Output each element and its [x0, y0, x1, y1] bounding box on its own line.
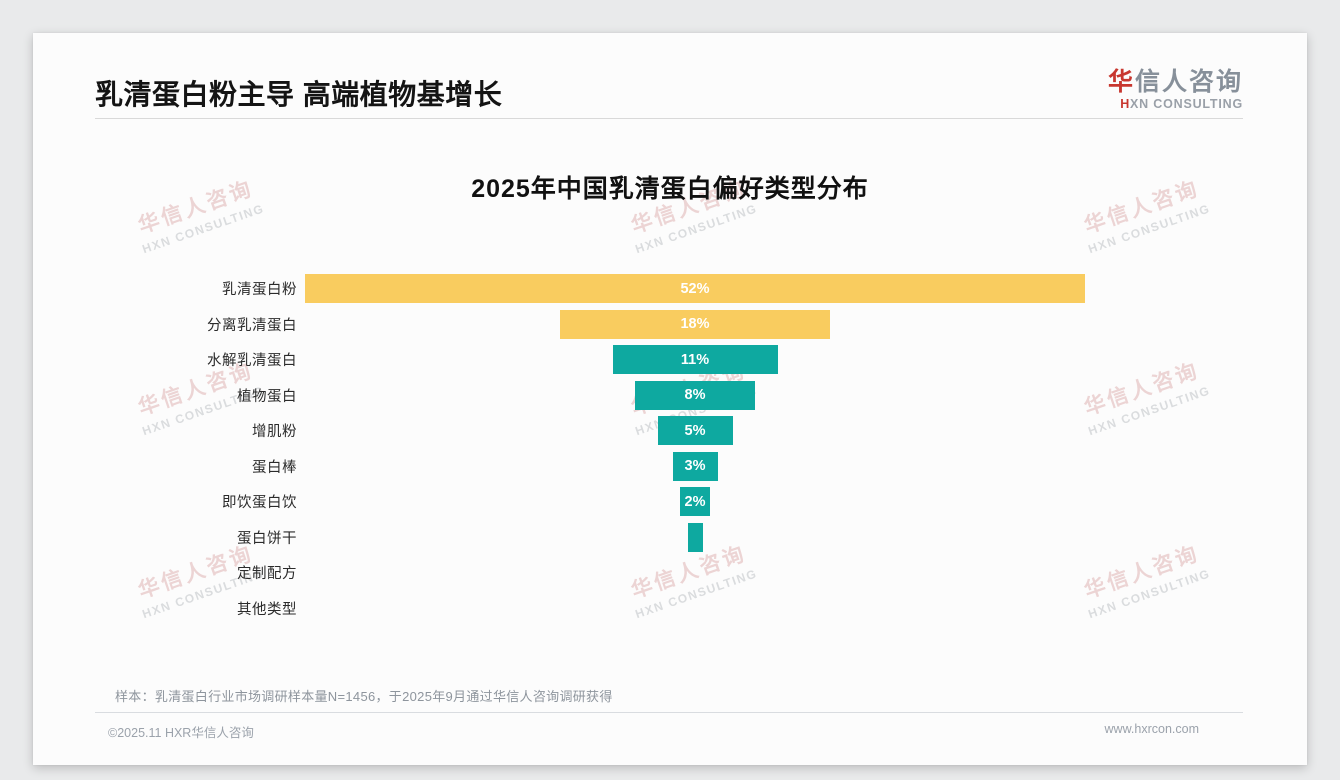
- header-divider: [95, 118, 1243, 119]
- logo-en-text: HXN CONSULTING: [1108, 96, 1243, 112]
- bar-value-label: 8%: [684, 387, 706, 404]
- chart-row: 定制配方: [33, 555, 1307, 591]
- chart-row: 分离乳清蛋白 18%: [33, 307, 1307, 343]
- bar-track: 8%: [305, 380, 1085, 410]
- chart-row: 植物蛋白 8%: [33, 378, 1307, 414]
- category-label: 增肌粉: [252, 424, 297, 441]
- category-label: 乳清蛋白粉: [222, 282, 297, 299]
- bar-track: 52%: [305, 274, 1085, 304]
- bar-value-label: 5%: [684, 422, 706, 439]
- bar: 52%: [305, 274, 1085, 304]
- bar: 11%: [612, 345, 778, 375]
- footer-divider: [95, 712, 1243, 713]
- logo-cn-text: 华信人咨询: [1107, 68, 1243, 97]
- bar-value-label: 2%: [684, 493, 706, 510]
- chart-title: 2025年中国乳清蛋白偏好类型分布: [471, 175, 869, 203]
- page-title: 乳清蛋白粉主导 高端植物基增长: [95, 79, 503, 110]
- bar-track: 2%: [305, 487, 1085, 517]
- bar-track: [305, 558, 1085, 587]
- slide-card: 华信人咨询 HXN CONSULTING 华信人咨询 HXN CONSULTIN…: [33, 33, 1307, 765]
- category-label: 分离乳清蛋白: [207, 317, 297, 334]
- category-label: 即饮蛋白饮: [222, 495, 297, 512]
- footer-bar: ©2025.11 HXR华信人咨询 www.hxrcon.com: [108, 722, 1237, 741]
- website-url: www.hxrcon.com: [1104, 722, 1199, 736]
- bar-value-label: 18%: [680, 316, 710, 333]
- category-label: 植物蛋白: [237, 388, 297, 405]
- logo-cn-first: 华: [1107, 68, 1135, 96]
- bar-track: 18%: [305, 309, 1085, 339]
- copyright-text: ©2025.11 HXR华信人咨询: [108, 726, 254, 740]
- bar: 3%: [672, 451, 718, 481]
- bar-value-label: 3%: [684, 458, 706, 475]
- sample-note: 样本：乳清蛋白行业市场调研样本量N=1456，于2025年9月通过华信人咨询调研…: [115, 689, 613, 704]
- chart-row: 水解乳清蛋白 11%: [33, 342, 1307, 378]
- chart-row: 蛋白棒 3%: [33, 449, 1307, 485]
- bar-value-label: 52%: [680, 280, 710, 297]
- company-logo: 华信人咨询 HXN CONSULTING: [1107, 68, 1243, 112]
- logo-en-rest: XN CONSULTING: [1130, 96, 1243, 111]
- category-label: 蛋白棒: [252, 459, 297, 476]
- bar-track: [305, 522, 1085, 552]
- category-label: 水解乳清蛋白: [207, 353, 297, 370]
- bar: 18%: [560, 309, 830, 339]
- bar-track: 3%: [305, 451, 1085, 481]
- bar-track: [305, 594, 1085, 623]
- chart-row: 其他类型: [33, 591, 1307, 627]
- bar: 5%: [657, 416, 733, 446]
- chart-row: 蛋白饼干: [33, 520, 1307, 556]
- logo-en-first: H: [1120, 96, 1131, 111]
- chart-row: 即饮蛋白饮 2%: [33, 484, 1307, 520]
- category-label: 其他类型: [237, 601, 297, 618]
- bar-track: 5%: [305, 416, 1085, 446]
- category-label: 定制配方: [237, 566, 297, 583]
- chart-row: 增肌粉 5%: [33, 413, 1307, 449]
- category-label: 蛋白饼干: [237, 530, 297, 547]
- bar-chart: 乳清蛋白粉 52% 分离乳清蛋白 18% 水解乳清蛋白 11% 植物蛋白 8% 增肌粉 5% 蛋白棒…: [33, 271, 1307, 626]
- logo-cn-rest: 信人咨询: [1134, 68, 1243, 96]
- bar-track: 11%: [305, 345, 1085, 375]
- bar: 8%: [635, 380, 755, 410]
- bar: 2%: [680, 487, 710, 517]
- bar: [687, 522, 703, 552]
- chart-row: 乳清蛋白粉 52%: [33, 271, 1307, 307]
- bar-value-label: 11%: [680, 351, 710, 368]
